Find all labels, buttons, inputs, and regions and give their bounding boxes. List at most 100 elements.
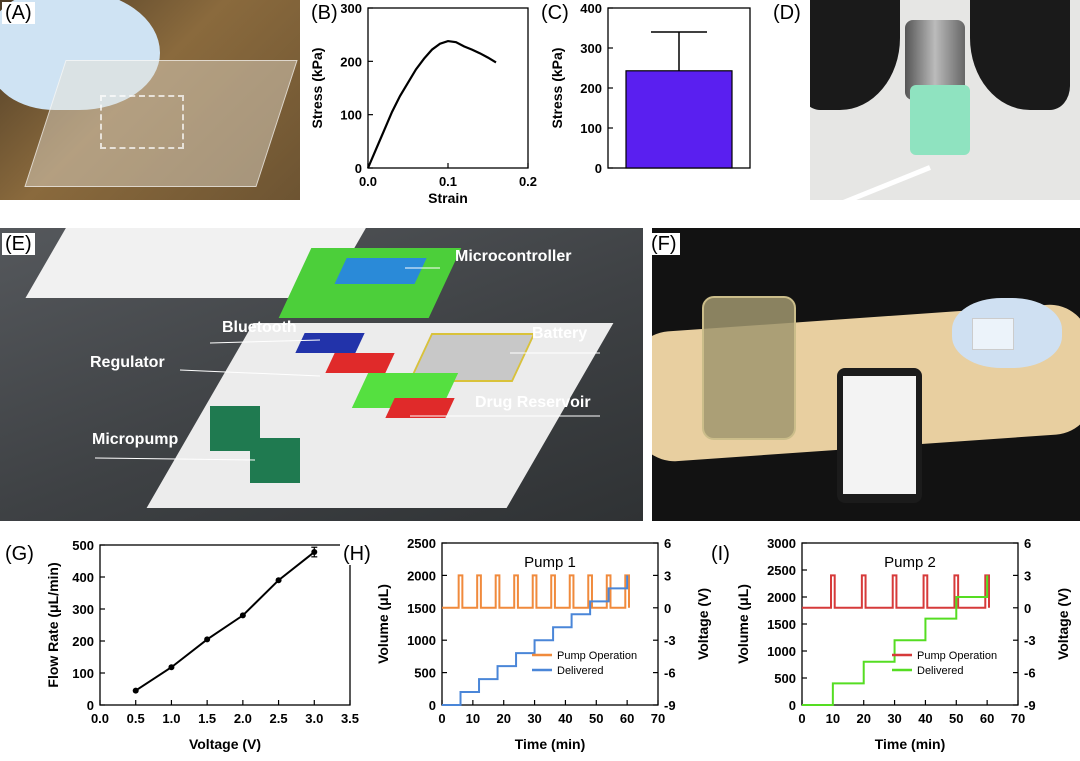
chart-g-point — [132, 687, 139, 694]
chart-g-x-tick-label: 3.0 — [305, 711, 323, 726]
panel-label-a: (A) — [2, 2, 35, 24]
chart-h-x-tick-label: 0 — [438, 711, 445, 726]
chart-h-y-tick-label: 1000 — [407, 633, 436, 648]
panel-label-b: (B) — [308, 2, 341, 24]
chart-i-y-tick-label: 1500 — [767, 617, 796, 632]
chart-h-y-tick-label: 500 — [414, 666, 436, 681]
chart-h-y2-tick-label: -3 — [664, 633, 676, 648]
chart-b-y-tick-label: 200 — [340, 54, 362, 69]
micropump-2 — [250, 438, 300, 483]
chart-h-x-tick-label: 30 — [527, 711, 541, 726]
chart-i-y-tick-label: 1000 — [767, 644, 796, 659]
chart-g-y-tick-label: 0 — [87, 698, 94, 713]
chart-b-xlabel: Strain — [428, 190, 468, 206]
skin-patch — [972, 318, 1014, 350]
chart-g-y-tick-label: 100 — [72, 666, 94, 681]
chart-h-pump-operation-line — [442, 574, 630, 609]
chart-h-y-tick-label: 0 — [429, 698, 436, 713]
chart-h-xlabel: Time (min) — [515, 736, 586, 752]
chart-g-x-tick-label: 0.5 — [127, 711, 145, 726]
chart-h-ylabel: Volume (μL) — [375, 584, 391, 664]
chart-b-stress-strain-line — [366, 39, 497, 169]
chart-c-y-tick-label: 200 — [580, 81, 602, 96]
chart-i-legend-label: Pump Operation — [917, 650, 997, 662]
chart-b-plot-frame — [367, 7, 529, 169]
chart-i-ylabel: Volume (μL) — [735, 584, 751, 664]
chart-c-y-tick-label: 300 — [580, 41, 602, 56]
chart-g-x-tick-label: 1.5 — [198, 711, 216, 726]
chart-c-svg: 0 100 200 300 400 Stress (kPa) — [549, 1, 751, 176]
chart-i-y2-tick-label: 3 — [1024, 568, 1031, 583]
chart-h-x-tick-label: 70 — [651, 711, 665, 726]
chart-i-x-tick-label: 70 — [1011, 711, 1025, 726]
glove-left — [810, 0, 900, 110]
chart-g-ylabel: Flow Rate (μL/min) — [45, 562, 61, 687]
chart-i-legend-label: Delivered — [917, 665, 963, 677]
diagram-leader-lines — [94, 267, 600, 461]
chart-h-y2-tick-label: -9 — [664, 698, 676, 713]
chart-g-plot-frame — [99, 544, 351, 706]
panel-label-c: (C) — [538, 2, 572, 24]
chart-i: 0 500 1000 1500 2000 2500 3000 -9 -6 -3 0 3 6 0 10 20 30… — [720, 535, 1080, 756]
chart-h-y-tick-label: 2000 — [407, 568, 436, 583]
chart-i-x-tick-label: 0 — [798, 711, 805, 726]
chart-c-y-tick-label: 400 — [580, 1, 602, 16]
label-micropump: Micropump — [92, 431, 179, 448]
chart-i-x-tick-label: 10 — [826, 711, 840, 726]
chart-i-y-tick-label: 3000 — [767, 536, 796, 551]
chart-b-y-tick-label: 300 — [340, 1, 362, 16]
chart-h-y-tick-label: 1500 — [407, 601, 436, 616]
smartphone — [837, 368, 922, 503]
chart-h-x-tick-label: 10 — [466, 711, 480, 726]
chart-h-y-tick-label: 2500 — [407, 536, 436, 551]
chart-g-y-tick-label: 300 — [72, 602, 94, 617]
device-enclosure — [702, 296, 796, 440]
photo-flexible-patch — [0, 0, 300, 200]
panel-label-g: (G) — [2, 543, 37, 565]
photo-wearable-device — [652, 228, 1080, 521]
chart-i-y2-tick-label: -9 — [1024, 698, 1036, 713]
chart-g-y-tick-label: 400 — [72, 570, 94, 585]
pump-housing — [910, 85, 970, 155]
chart-c: 0 100 200 300 400 Stress (kPa) — [540, 0, 765, 210]
chart-i-delivered-line — [802, 575, 989, 706]
chart-h: 0 500 1000 1500 2000 2500 -9 -6 -3 0 3 6 0 10 20 30 40 50… — [360, 535, 720, 756]
chart-i-y-tick-label: 0 — [789, 698, 796, 713]
panel-label-i: (I) — [708, 543, 733, 565]
panel-label-f: (F) — [648, 233, 680, 255]
chart-b-x-tick-label: 0.2 — [519, 174, 537, 189]
label-drug-reservoir: Drug Reservoir — [475, 394, 591, 411]
chart-h-title: Pump 1 — [524, 554, 576, 571]
chart-h-x-tick-label: 20 — [496, 711, 510, 726]
chart-h-legend-label: Delivered — [557, 665, 603, 677]
chart-i-y2label: Voltage (V) — [1055, 588, 1071, 660]
chart-c-ylabel: Stress (kPa) — [549, 48, 565, 129]
chart-h-y2-tick-label: 6 — [664, 536, 671, 551]
chart-g-x-tick-label: 3.5 — [341, 711, 359, 726]
chart-c-y-tick-label: 0 — [595, 161, 602, 176]
chart-h-x-tick-label: 50 — [589, 711, 603, 726]
phone-screen — [843, 376, 916, 494]
chart-b-svg: 0 100 200 300 0.0 0.1 0.2 Strain Stress (kPa) — [309, 1, 537, 206]
chart-i-y-tick-label: 2000 — [767, 590, 796, 605]
chart-g-y-tick-label: 200 — [72, 634, 94, 649]
label-battery: Battery — [532, 325, 588, 342]
chart-g-x-tick-label: 1.0 — [162, 711, 180, 726]
chart-i-y-tick-label: 2500 — [767, 563, 796, 578]
chart-i-title: Pump 2 — [884, 554, 936, 571]
panel-label-h: (H) — [340, 543, 374, 565]
chart-b-ylabel: Stress (kPa) — [309, 48, 325, 129]
device-exploded-view: Microcontroller Bluetooth Battery Regula… — [0, 228, 643, 521]
label-bluetooth: Bluetooth — [222, 319, 297, 336]
label-microcontroller: Microcontroller — [455, 248, 572, 265]
chart-i-x-tick-label: 60 — [980, 711, 994, 726]
chart-b-x-tick-label: 0.0 — [359, 174, 377, 189]
chart-i-y2-tick-label: -6 — [1024, 666, 1036, 681]
chart-i-y2-tick-label: 6 — [1024, 536, 1031, 551]
chart-b-x-tick-label: 0.1 — [439, 174, 457, 189]
chart-i-xlabel: Time (min) — [875, 736, 946, 752]
chart-g-point — [275, 577, 282, 584]
patch-electrodes — [100, 95, 184, 149]
